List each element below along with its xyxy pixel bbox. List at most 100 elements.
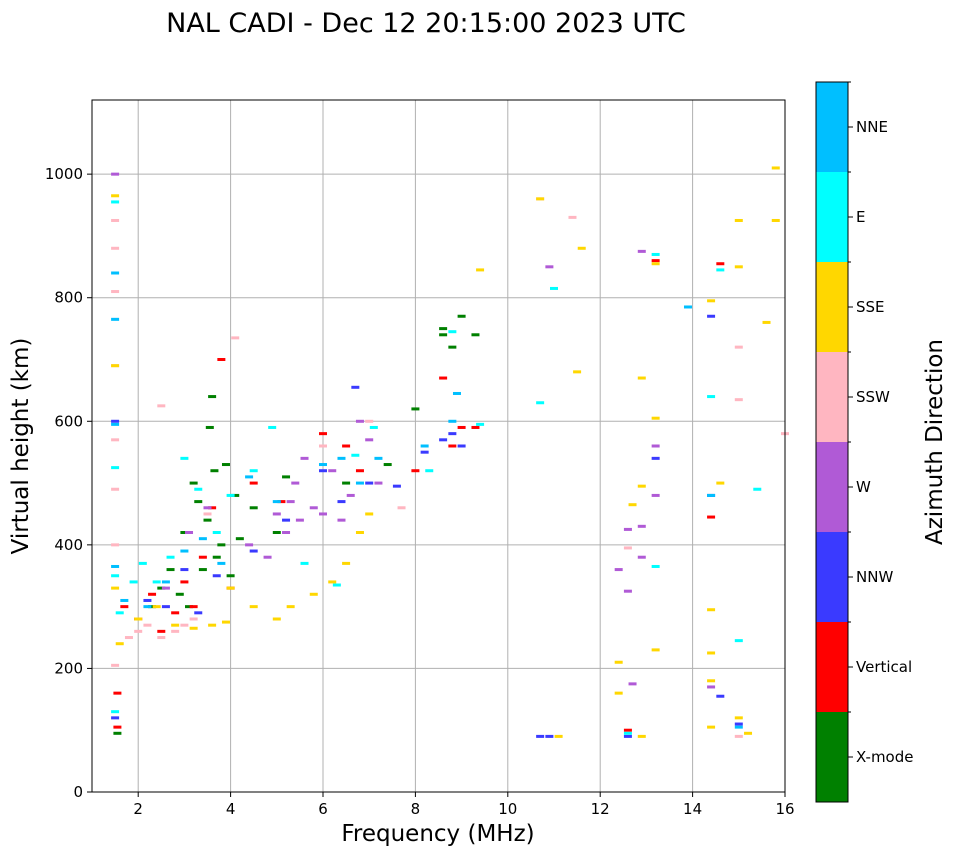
data-point-nnw	[448, 432, 457, 436]
data-point-x-mode	[205, 425, 214, 429]
data-point-w	[637, 249, 646, 253]
data-point-x-mode	[157, 586, 166, 590]
data-point-nne	[161, 580, 170, 584]
data-point-vertical	[411, 469, 420, 473]
data-point-vertical	[319, 432, 327, 436]
data-point-vertical	[171, 611, 180, 615]
x-tick-label: 2	[133, 800, 143, 818]
data-point-vertical	[342, 444, 351, 448]
data-point-x-mode	[113, 731, 122, 735]
data-point-ssw	[180, 623, 189, 627]
x-tick-label: 4	[226, 800, 236, 818]
colorbar-tick-label: NNW	[856, 568, 893, 586]
data-point-w	[374, 481, 383, 485]
data-point-sse	[734, 716, 743, 720]
data-point-sse	[189, 626, 198, 630]
data-point-sse	[171, 623, 180, 627]
data-point-e	[111, 200, 120, 204]
data-point-x-mode	[272, 531, 281, 534]
y-tick-label: 400	[54, 536, 83, 554]
data-point-x-mode	[212, 555, 221, 559]
data-point-ssw	[203, 512, 212, 516]
data-point-vertical	[113, 691, 122, 695]
data-point-x-mode	[448, 345, 457, 349]
colorbar-label: Azimuth Direction	[922, 339, 948, 545]
data-point-nnw	[439, 438, 448, 442]
data-point-nnw	[420, 450, 429, 454]
data-point-nne	[180, 549, 189, 553]
data-point-x-mode	[185, 605, 194, 609]
data-point-sse	[208, 623, 217, 627]
data-point-vertical	[355, 469, 364, 473]
data-point-e	[550, 286, 558, 290]
data-point-sse	[577, 246, 586, 250]
y-tick-label: 200	[54, 659, 83, 677]
data-point-sse	[111, 194, 120, 198]
data-point-nnw	[161, 605, 170, 609]
data-point-vertical	[120, 605, 129, 609]
data-point-w	[282, 531, 291, 534]
data-point-x-mode	[226, 574, 235, 578]
data-point-sse	[628, 503, 637, 507]
data-point-vertical	[439, 376, 448, 380]
data-point-ssw	[157, 636, 166, 640]
data-point-nne	[111, 564, 120, 568]
data-point-e	[734, 639, 743, 643]
data-point-ssw	[568, 215, 577, 219]
data-point-e	[716, 268, 725, 272]
data-point-sse	[744, 731, 753, 735]
chart-title: NAL CADI - Dec 12 20:15:00 2023 UTC	[166, 8, 686, 39]
data-point-ssw	[734, 398, 743, 402]
data-point-w	[651, 493, 660, 497]
data-point-nnw	[212, 574, 221, 578]
data-point-sse	[771, 166, 780, 170]
data-point-nnw	[623, 734, 632, 738]
data-point-x-mode	[235, 537, 244, 541]
data-point-e	[111, 710, 120, 714]
colorbar-frame	[815, 81, 849, 803]
data-point-ssw	[111, 218, 120, 222]
data-point-nne	[272, 500, 281, 504]
data-point-sse	[707, 725, 716, 729]
x-axis-label: Frequency (MHz)	[341, 821, 534, 847]
colorbar-segment-nnw	[816, 532, 848, 622]
data-point-nne	[319, 463, 327, 467]
data-point-nnw	[319, 469, 327, 473]
data-point-x-mode	[166, 568, 175, 572]
data-point-ssw	[143, 623, 152, 627]
colorbar-segment-e	[816, 172, 848, 262]
data-point-ssw	[623, 546, 632, 550]
data-point-nne	[217, 561, 226, 565]
data-point-vertical	[471, 425, 480, 429]
data-point-nnw	[282, 518, 291, 522]
data-point-w	[628, 682, 637, 686]
data-point-ssw	[734, 345, 743, 349]
colorbar-tick-label: X-mode	[856, 748, 913, 766]
data-point-w	[291, 481, 300, 485]
y-tick-label: 600	[54, 412, 83, 430]
data-point-w	[623, 527, 632, 531]
colorbar-segment-ssw	[816, 352, 848, 442]
data-point-w	[161, 586, 170, 590]
data-point-nne	[734, 725, 743, 729]
data-point-ssw	[734, 734, 743, 738]
data-point-nnw	[351, 385, 360, 389]
data-point-nnw	[734, 722, 743, 726]
data-point-x-mode	[210, 469, 219, 473]
data-point-x-mode	[231, 493, 240, 497]
colorbar-tick-label: SSW	[856, 388, 890, 406]
y-tick-label: 800	[54, 289, 83, 307]
colorbar-tick-label: W	[856, 478, 871, 496]
data-point-vertical	[623, 728, 632, 732]
data-point-e	[115, 611, 124, 615]
data-point-sse	[707, 608, 716, 612]
data-point-nnw	[337, 500, 346, 504]
data-point-x-mode	[249, 506, 258, 510]
data-point-sse	[637, 376, 646, 380]
data-point-ssw	[397, 506, 406, 510]
data-point-e	[226, 493, 235, 497]
data-point-e	[448, 330, 457, 334]
data-point-e	[623, 731, 632, 735]
data-point-ssw	[124, 636, 133, 640]
data-point-e	[476, 422, 485, 426]
